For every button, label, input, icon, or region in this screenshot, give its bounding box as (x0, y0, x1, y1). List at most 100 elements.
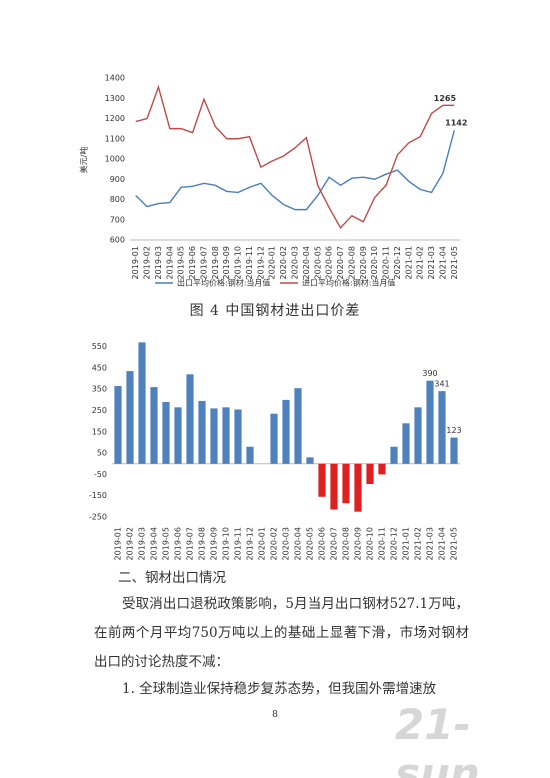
y-tick-label: 600 (110, 236, 125, 245)
x-tick-label: 2021-01 (402, 527, 411, 560)
x-tick-label: 2019-12 (256, 246, 265, 279)
x-tick-label: 2020-09 (359, 246, 368, 279)
data-label: 1265 (434, 94, 457, 103)
x-tick-label: 2019-09 (222, 246, 231, 279)
bar (186, 374, 194, 464)
bar (174, 407, 182, 464)
y-tick-label: 450 (92, 363, 107, 372)
bar (246, 446, 254, 464)
bar (402, 423, 410, 464)
x-tick-label: 2020-03 (291, 246, 300, 279)
data-label: 390 (422, 369, 437, 378)
bar (114, 386, 122, 464)
x-tick-label: 2020-01 (258, 527, 267, 560)
y-tick-label: 150 (92, 427, 107, 436)
x-tick-label: 2021-02 (414, 527, 423, 560)
paragraph: 受取消出口退税政策影响，5月当月出口钢材527.1万吨，在前两个月平均750万吨… (94, 596, 469, 670)
bar (330, 463, 338, 510)
x-tick-label: 2021-03 (427, 246, 436, 279)
x-tick-label: 2019-02 (126, 527, 135, 560)
x-tick-label: 2020-04 (294, 527, 303, 560)
y-axis-label: 美元/吨 (79, 147, 89, 174)
x-tick-label: 2019-07 (186, 527, 195, 560)
bar (450, 437, 458, 464)
y-tick-label: 50 (97, 449, 107, 458)
page-number: 8 (272, 710, 278, 720)
bar (210, 408, 218, 464)
y-tick-label: 1300 (105, 94, 125, 103)
x-tick-label: 2020-08 (347, 246, 356, 279)
x-tick-label: 2020-09 (354, 527, 363, 560)
bar (426, 380, 434, 464)
bar (414, 407, 422, 464)
x-tick-label: 2020-06 (325, 246, 334, 279)
x-tick-label: 2020-04 (302, 246, 311, 279)
x-tick-label: 2020-10 (370, 246, 379, 279)
x-tick-label: 2021-04 (438, 527, 447, 560)
data-label: 123 (446, 426, 461, 435)
bar (378, 463, 386, 475)
x-tick-label: 2021-02 (416, 246, 425, 279)
y-tick-label: -150 (89, 491, 107, 500)
y-tick-label: 350 (92, 385, 107, 394)
bar (282, 399, 290, 464)
x-tick-label: 2020-12 (390, 527, 399, 560)
bar (342, 463, 350, 504)
x-tick-label: 2019-10 (234, 246, 243, 279)
x-tick-label: 2020-11 (382, 246, 391, 279)
x-tick-label: 2020-11 (378, 527, 387, 560)
x-tick-label: 2019-11 (234, 527, 243, 560)
x-tick-label: 2021-05 (450, 246, 459, 279)
bar (138, 342, 146, 464)
y-tick-label: 250 (92, 406, 107, 415)
x-tick-label: 2019-02 (143, 246, 152, 279)
bar (294, 388, 302, 464)
bar (354, 463, 362, 512)
data-label: 1142 (445, 119, 467, 128)
bar (390, 446, 398, 464)
y-tick-label: 1200 (105, 114, 125, 123)
x-tick-label: 2020-07 (330, 527, 339, 560)
x-tick-label: 2019-06 (174, 527, 183, 560)
bar (306, 457, 314, 464)
y-tick-label: 550 (92, 342, 107, 351)
x-tick-label: 2021-03 (426, 527, 435, 560)
x-tick-label: 2019-09 (210, 527, 219, 560)
y-tick-label: 1100 (105, 134, 125, 143)
x-tick-label: 2020-01 (268, 246, 277, 279)
x-tick-label: 2021-05 (450, 527, 459, 560)
x-tick-label: 2020-05 (313, 246, 322, 279)
line (135, 130, 455, 211)
bar (270, 413, 278, 464)
x-tick-label: 2020-02 (279, 246, 288, 279)
y-tick-label: 900 (110, 175, 125, 184)
paragraph: 1. 全球制造业保持稳步复苏态势，但我国外需增速放 (122, 681, 437, 697)
x-tick-label: 2019-03 (138, 527, 147, 560)
x-tick-label: 2021-04 (438, 246, 447, 279)
legend-label: 进口平均价格:钢材:当月值 (302, 278, 395, 288)
bar (162, 402, 170, 464)
y-tick-label: 1400 (105, 74, 125, 83)
x-tick-label: 2020-07 (336, 246, 345, 279)
bar (126, 371, 134, 464)
x-tick-label: 2020-05 (306, 527, 315, 560)
bar (438, 391, 446, 464)
x-tick-label: 2019-06 (188, 246, 197, 279)
x-tick-label: 2021-01 (404, 246, 413, 279)
x-tick-label: 2019-07 (199, 246, 208, 279)
x-tick-label: 2020-08 (342, 527, 351, 560)
watermark: 21-sun (395, 700, 480, 778)
x-tick-label: 2019-01 (114, 527, 123, 560)
x-tick-label: 2019-01 (131, 246, 140, 279)
legend-label: 出口平均价格:钢材:当月值 (177, 278, 270, 288)
data-label: 341 (434, 380, 449, 389)
line (135, 84, 455, 230)
bar (222, 407, 230, 464)
x-tick-label: 2020-02 (270, 527, 279, 560)
figure-caption: 图 4 中国钢材进出口价差 (189, 303, 361, 319)
x-tick-label: 2019-04 (150, 527, 159, 560)
x-tick-label: 2019-10 (222, 527, 231, 560)
x-tick-label: 2019-05 (162, 527, 171, 560)
x-tick-label: 2019-11 (245, 246, 254, 279)
